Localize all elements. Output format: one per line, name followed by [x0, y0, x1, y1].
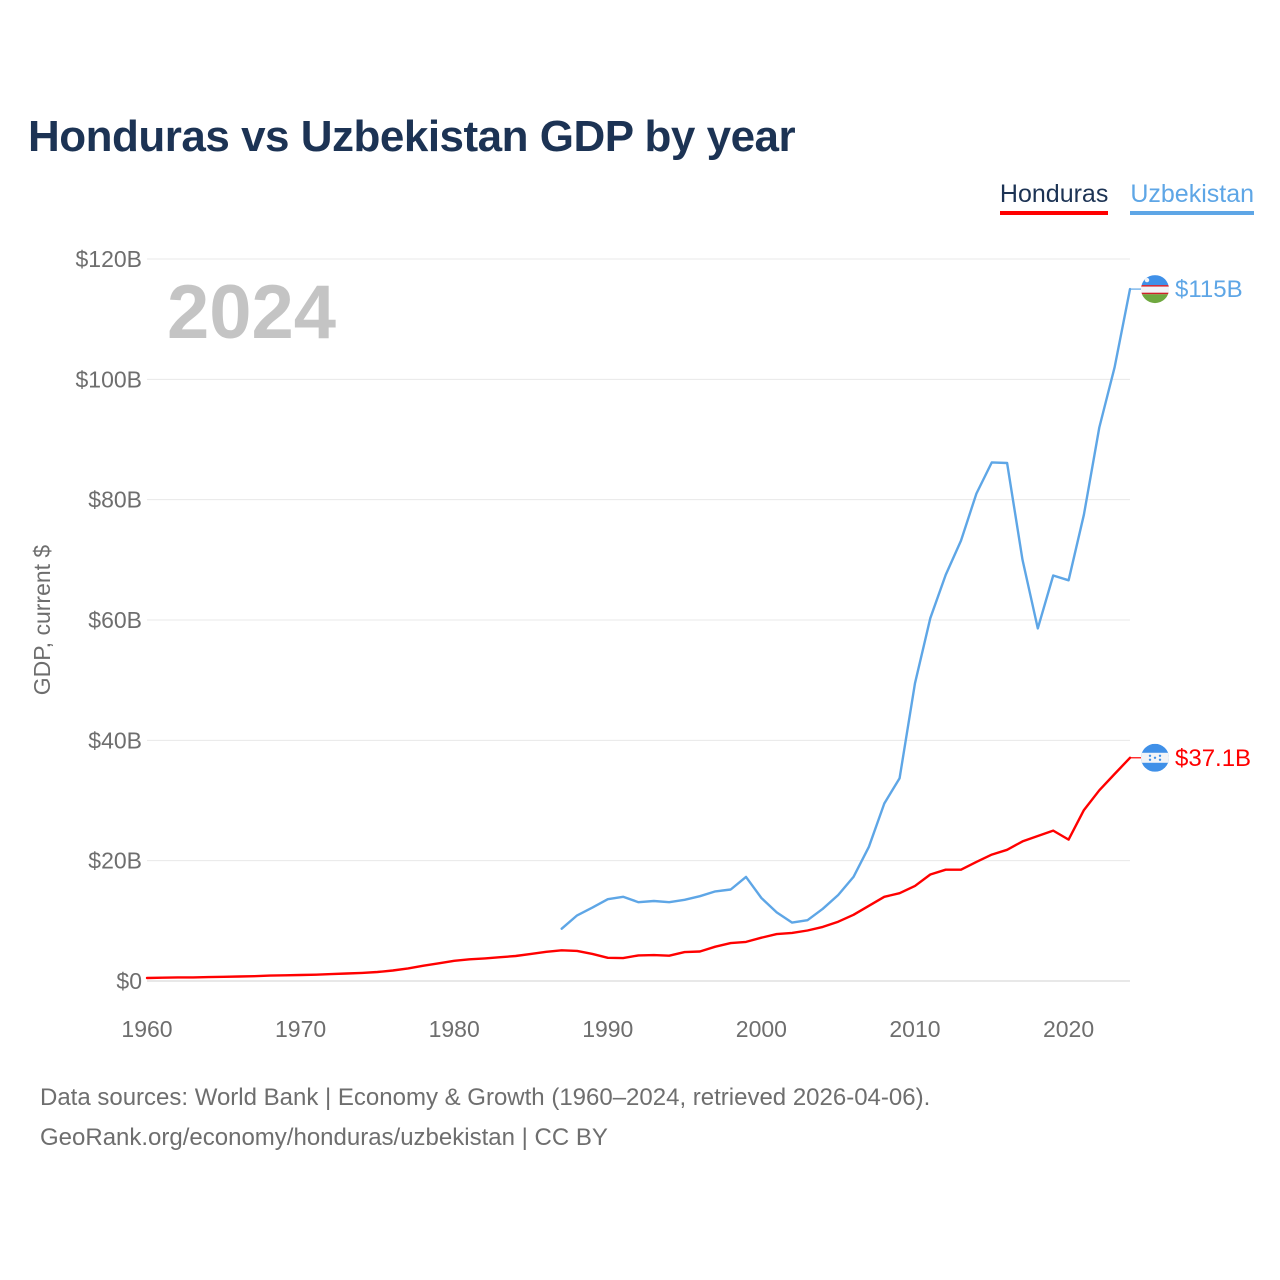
legend-item-honduras[interactable]: Honduras — [999, 180, 1109, 215]
end-value-label-uzbekistan: $115B — [1175, 276, 1243, 303]
y-tick-label: $0 — [116, 968, 142, 994]
end-labels: $37.1B $115B — [1130, 275, 1251, 772]
y-tick-label: $20B — [88, 848, 142, 874]
y-axis-title: GDP, current $ — [29, 545, 55, 696]
x-tick-label: 2020 — [1043, 1016, 1094, 1042]
footer-source: Data sources: World Bank | Economy & Gro… — [40, 1084, 931, 1111]
x-tick-label: 1990 — [582, 1016, 633, 1042]
uzbekistan-flag-icon — [1141, 275, 1169, 304]
series-layer — [145, 287, 1132, 980]
legend-item-uzbekistan[interactable]: Uzbekistan — [1130, 180, 1254, 215]
footer-credit: GeoRank.org/economy/honduras/uzbekistan … — [40, 1124, 608, 1151]
series-line-uzbekistan[interactable] — [560, 287, 1132, 930]
y-tick-label: $40B — [88, 727, 142, 753]
axes: $0 $20B $40B $60B $80B $100B $120B 1960 1970 1980… — [75, 246, 1094, 1042]
x-tick-label: 1980 — [429, 1016, 480, 1042]
legend: Honduras Uzbekistan — [999, 180, 1254, 215]
x-tick-label: 1970 — [275, 1016, 326, 1042]
year-overlay: 2024 — [167, 270, 336, 355]
grid-lines — [147, 258, 1130, 982]
chart-title: Honduras vs Uzbekistan GDP by year — [28, 112, 796, 161]
y-tick-label: $60B — [88, 607, 142, 633]
end-value-label-honduras: $37.1B — [1175, 745, 1251, 772]
y-tick-label: $120B — [75, 246, 142, 272]
x-tick-label: 1960 — [121, 1016, 172, 1042]
y-tick-label: $100B — [75, 366, 142, 392]
x-tick-label: 2000 — [736, 1016, 787, 1042]
x-tick-label: 2010 — [889, 1016, 940, 1042]
honduras-flag-icon — [1141, 743, 1169, 772]
series-line-honduras[interactable] — [145, 756, 1132, 980]
y-tick-label: $80B — [88, 487, 142, 513]
